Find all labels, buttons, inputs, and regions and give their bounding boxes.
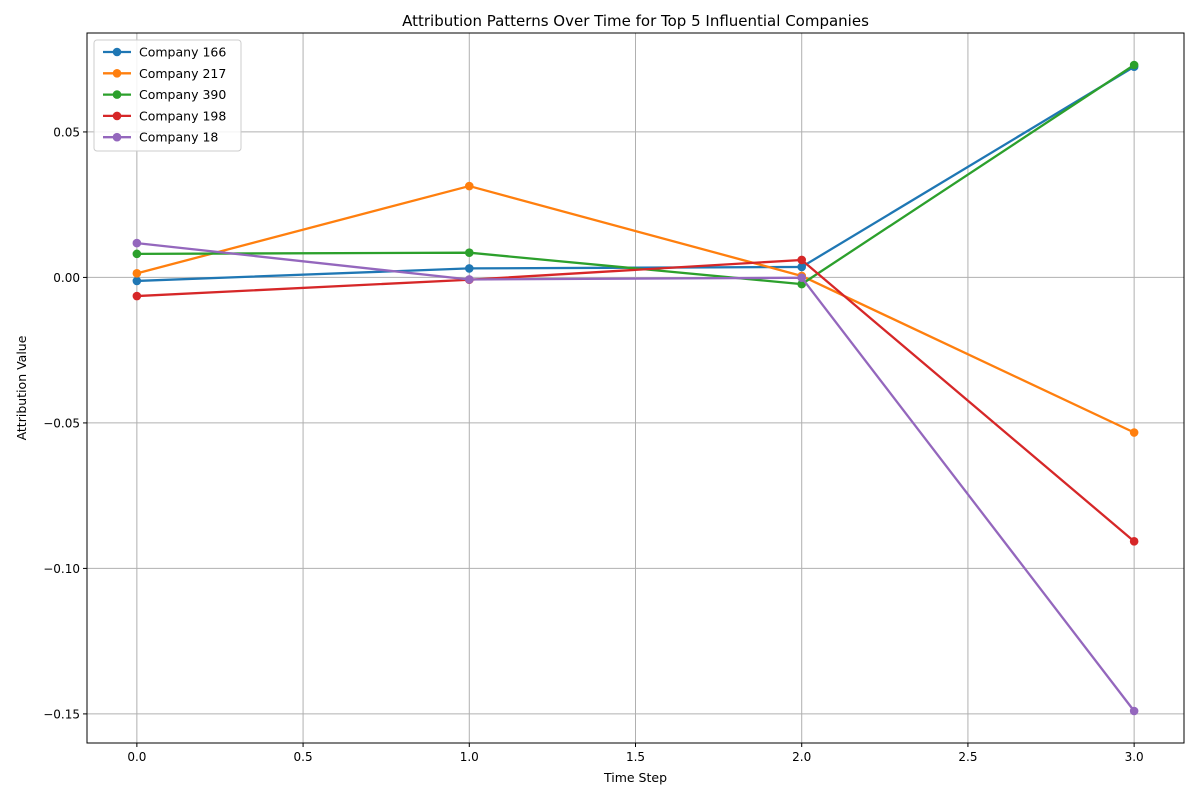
series-line [136,258,1135,543]
y-tick-label: 0.05 [53,125,80,139]
series-line [136,184,1135,434]
x-tick-label: 2.0 [792,750,811,764]
x-tick-label: 1.0 [460,750,479,764]
data-point [464,181,474,191]
y-tick-label: 0.00 [53,271,80,285]
x-tick-label: 3.0 [1125,750,1144,764]
data-point [132,276,142,286]
x-tick-label: 2.5 [958,750,977,764]
x-axis-label: Time Step [603,770,667,785]
series-3 [132,60,1139,289]
legend-swatch-marker [112,90,122,99]
series-2 [132,181,1139,437]
legend-box [93,39,242,152]
data-point [797,255,807,265]
data-point [797,273,807,283]
data-point [464,264,474,273]
legend-item: Company 18 [103,130,218,145]
data-point [1129,428,1139,437]
data-point [132,238,142,248]
legend-label: Company 198 [139,108,226,123]
series-line [136,241,1136,712]
chart-title: Attribution Patterns Over Time for Top 5… [402,12,869,30]
data-point [1129,537,1139,546]
y-axis-label: Attribution Value [14,335,29,440]
legend-item: Company 166 [103,45,226,60]
x-tick-label: 0.0 [127,750,146,764]
legend-swatch-marker [112,47,122,57]
data-point [132,269,142,278]
data-point [1129,60,1139,70]
legend-item: Company 390 [103,87,226,102]
data-point [464,275,474,284]
legend-label: Company 217 [139,66,226,81]
data-point [464,248,474,257]
x-tick-label: 0.5 [294,750,313,764]
x-tick-label: 1.5 [626,750,645,764]
series-group [132,60,1139,716]
data-point [1129,706,1139,716]
legend-item: Company 217 [103,66,226,81]
grid [87,33,1184,743]
ticks: 0.0 0.5 1.0 1.5 2.0 2.5 3.0 0.05 0.00 −0.05 −0.10 −… [43,125,1143,764]
y-tick-label: −0.10 [43,562,80,576]
legend-item: Company 198 [103,108,226,123]
y-tick-label: −0.15 [43,707,80,721]
legend-swatch-marker [112,111,122,121]
legend-swatch-marker [112,132,122,142]
data-point [132,249,142,259]
y-tick-label: −0.05 [43,416,80,430]
legend-swatch-marker [112,69,122,78]
series-line [136,64,1135,286]
legend-label: Company 390 [139,87,226,102]
legend-label: Company 18 [139,130,218,145]
legend: Company 166 Company 217 Company 390 Company… [93,39,242,152]
legend-label: Company 166 [139,45,226,60]
series-5 [132,238,1139,716]
data-point [797,262,807,272]
data-point [132,291,142,301]
